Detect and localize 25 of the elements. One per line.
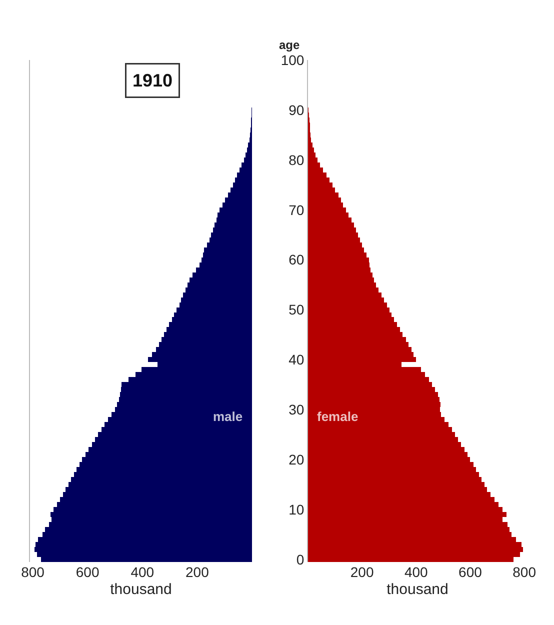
y-tick-label: 0: [296, 551, 304, 568]
y-tick-label: 10: [288, 501, 304, 518]
y-tick-label: 90: [288, 102, 304, 118]
y-tick-label: 100: [280, 52, 304, 68]
x-tick-label: 400: [404, 564, 428, 580]
x-tick-label: 200: [186, 564, 210, 580]
y-tick-label: 70: [288, 202, 304, 218]
y-tick-label: 40: [288, 352, 304, 368]
series-label: female: [317, 409, 358, 424]
y-tick-label: 80: [288, 152, 304, 168]
text: 1910: [132, 70, 173, 90]
x-tick-label: 200: [350, 564, 374, 580]
x-tick-label: 600: [458, 564, 482, 580]
x-tick-label: 800: [21, 564, 45, 580]
x-axis-title: thousand: [386, 581, 448, 598]
y-tick-label: 50: [288, 302, 304, 318]
x-tick-label: 800: [512, 564, 536, 580]
y-axis-title: age: [279, 38, 300, 52]
x-tick-label: 600: [76, 564, 100, 580]
x-axis-title: thousand: [110, 581, 172, 598]
y-tick-label: 60: [288, 252, 304, 268]
y-tick-label: 30: [288, 402, 304, 418]
series-label: male: [213, 409, 243, 424]
x-tick-label: 400: [130, 564, 154, 580]
y-tick-label: 20: [288, 452, 304, 468]
